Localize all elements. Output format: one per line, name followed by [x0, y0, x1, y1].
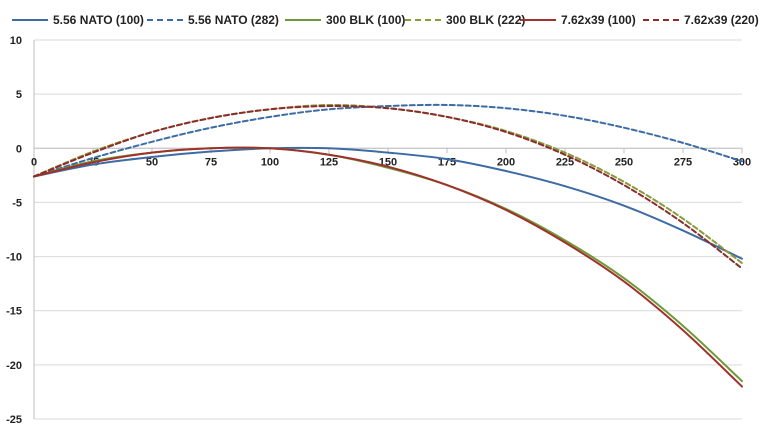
legend-label: 300 BLK (222)	[446, 13, 526, 27]
x-tick-label: 100	[261, 156, 279, 168]
series-line-1	[33, 103, 743, 178]
series-line-2	[33, 146, 743, 383]
legend-swatch	[285, 19, 321, 21]
x-tick-label: 250	[615, 156, 633, 168]
legend-swatch	[147, 19, 183, 21]
y-tick-label: 5	[16, 89, 22, 101]
legend-item: 5.56 NATO (282)	[147, 10, 279, 30]
y-tick-label: -25	[6, 414, 22, 426]
legend-item: 7.62x39 (220)	[643, 10, 759, 30]
x-tick-label: 300	[733, 156, 751, 168]
x-tick-label: 50	[146, 156, 158, 168]
legend-label: 7.62x39 (100)	[561, 13, 636, 27]
series-line-5	[33, 105, 743, 270]
legend-swatch	[520, 19, 556, 21]
x-tick-label: 75	[205, 156, 217, 168]
x-tick-label: 275	[674, 156, 692, 168]
legend-item: 300 BLK (100)	[285, 10, 405, 30]
legend-label: 300 BLK (100)	[326, 13, 406, 27]
series-line-4	[33, 146, 743, 388]
series-line-0	[33, 146, 743, 260]
x-tick-label: 125	[320, 156, 338, 168]
x-tick-label: 0	[31, 156, 37, 168]
legend-label: 5.56 NATO (100)	[53, 13, 144, 27]
y-tick-label: -5	[12, 197, 22, 209]
legend-swatch	[405, 19, 441, 21]
legend-item: 7.62x39 (100)	[520, 10, 636, 30]
legend-item: 5.56 NATO (100)	[12, 10, 144, 30]
legend-label: 7.62x39 (220)	[684, 13, 759, 27]
x-tick-label: 225	[556, 156, 574, 168]
legend-swatch	[643, 19, 679, 21]
legend-label: 5.56 NATO (282)	[188, 13, 279, 27]
legend-item: 300 BLK (222)	[405, 10, 525, 30]
y-tick-label: -20	[6, 360, 22, 372]
y-tick-label: 10	[10, 35, 22, 47]
y-tick-label: -10	[6, 252, 22, 264]
series-line-3	[33, 103, 743, 265]
chart-legend: 5.56 NATO (100) 5.56 NATO (282) 300 BLK (1…	[0, 10, 765, 30]
legend-swatch	[12, 19, 48, 21]
y-tick-label: -15	[6, 306, 22, 318]
y-tick-label: 0	[16, 143, 22, 155]
x-tick-label: 200	[497, 156, 515, 168]
